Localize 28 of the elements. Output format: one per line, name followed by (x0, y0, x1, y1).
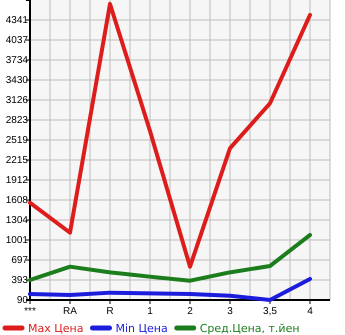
x-tick-label: 3 (227, 306, 234, 318)
y-tick-label: 393 (11, 275, 28, 286)
x-tick-label: 3,5 (263, 306, 278, 318)
y-tick-label: 2823 (6, 115, 28, 126)
y-tick-label: 1912 (6, 175, 28, 186)
line-series (28, 276, 312, 302)
x-tick-label: 2 (187, 306, 194, 318)
y-tick-label: 697 (11, 255, 28, 266)
x-tick-label: 4 (307, 306, 314, 318)
y-tick-label: 4037 (6, 35, 28, 46)
y-tick-label: 3126 (6, 95, 28, 106)
y-tick-label: 2215 (6, 155, 28, 166)
x-tick-label: R (106, 306, 114, 318)
legend-label: Max Цена (28, 322, 84, 335)
y-tick-label: 1001 (6, 235, 28, 246)
y-tick-label: 2519 (6, 135, 28, 146)
y-tick-label: 1608 (6, 195, 28, 206)
y-tick-label: 4341 (6, 15, 28, 26)
line-series (28, 232, 312, 283)
y-tick-label: 3734 (6, 55, 28, 66)
x-tick-label: *** (24, 306, 36, 318)
legend-label: Сред.Цена, т.йен (200, 322, 300, 335)
x-tick-label: 1 (147, 306, 154, 318)
x-tick-label: RA (63, 306, 78, 318)
line-series (28, 2, 312, 269)
y-tick-label: 3430 (6, 75, 28, 86)
legend-label: Min Цена (115, 322, 168, 335)
y-tick-label: 1304 (6, 215, 28, 226)
